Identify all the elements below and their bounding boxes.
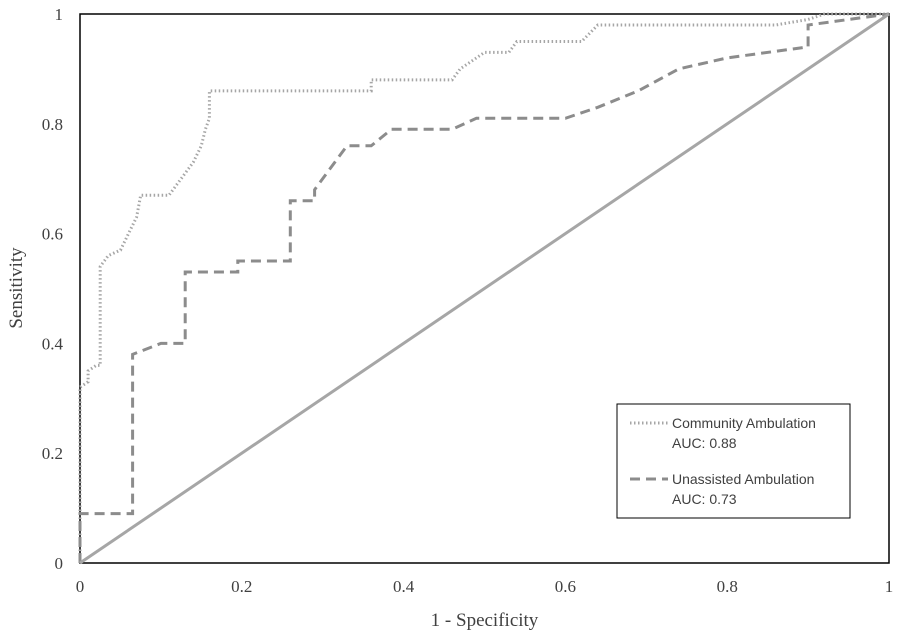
legend-auc-community: AUC: 0.88 bbox=[672, 435, 737, 451]
y-tick-label: 0.8 bbox=[42, 115, 63, 134]
x-tick-label: 1 bbox=[885, 577, 894, 596]
series-line-unassisted-ambulation bbox=[78, 12, 890, 563]
legend-box bbox=[616, 403, 851, 519]
legend: Community Ambulation AUC: 0.88 Unassiste… bbox=[616, 403, 851, 519]
ticks-layer: 0 0.2 0.4 0.6 0.8 1 0 0.2 0.4 0.6 0.8 1 bbox=[42, 5, 894, 596]
series-layer bbox=[78, 12, 890, 565]
y-tick-label: 0 bbox=[55, 554, 64, 573]
x-tick-label: 0 bbox=[76, 577, 85, 596]
reference-diagonal-line bbox=[79, 12, 890, 565]
y-tick-label: 0.4 bbox=[42, 334, 64, 353]
y-axis-title: Sensitivity bbox=[6, 247, 27, 329]
x-tick-label: 0.2 bbox=[231, 577, 252, 596]
x-tick-label: 0.8 bbox=[717, 577, 738, 596]
x-tick-label: 0.4 bbox=[393, 577, 415, 596]
y-tick-label: 0.6 bbox=[42, 225, 63, 244]
x-tick-label: 0.6 bbox=[555, 577, 576, 596]
legend-label-community: Community Ambulation bbox=[672, 415, 816, 431]
y-tick-label: 0.2 bbox=[42, 444, 63, 463]
x-axis-title: 1 - Specificity bbox=[431, 610, 539, 631]
y-tick-label: 1 bbox=[55, 5, 64, 24]
legend-label-unassisted: Unassisted Ambulation bbox=[672, 471, 814, 487]
legend-auc-unassisted: AUC: 0.73 bbox=[672, 491, 737, 507]
